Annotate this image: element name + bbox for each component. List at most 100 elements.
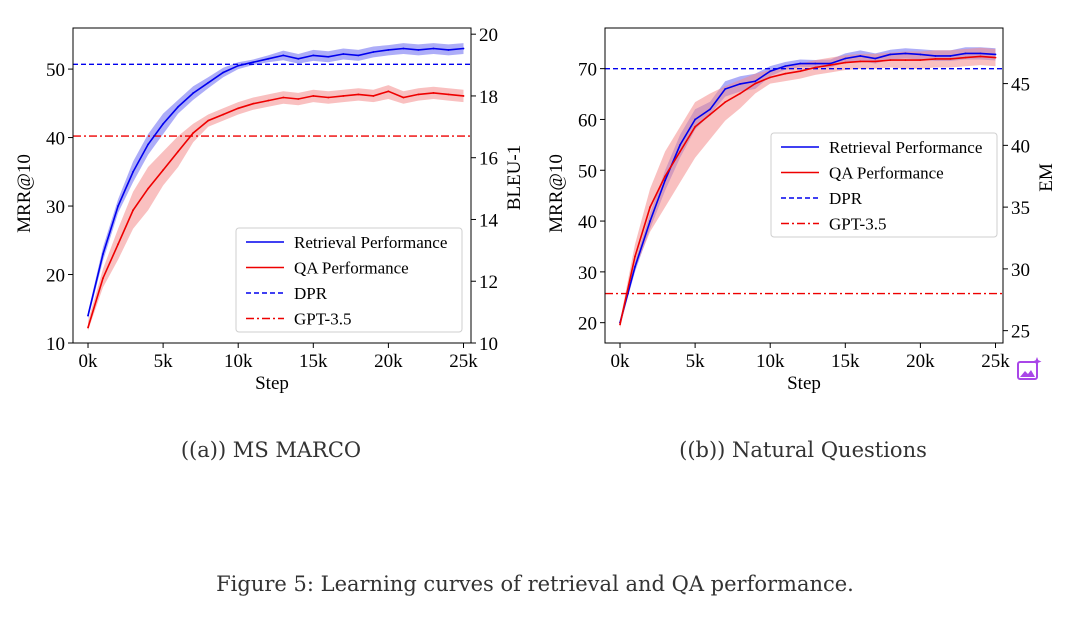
y-right-tick-label: 25 xyxy=(1011,322,1030,343)
data-point xyxy=(634,265,636,268)
x-tick-label: 25k xyxy=(449,351,478,372)
data-point xyxy=(859,55,862,57)
data-point xyxy=(694,125,697,128)
series-line-1 xyxy=(87,90,464,328)
data-point xyxy=(784,65,787,68)
data-point xyxy=(619,323,621,326)
data-point xyxy=(784,72,787,75)
y-right-tick-label: 40 xyxy=(1011,136,1030,157)
data-point xyxy=(829,64,832,66)
legend-label-2: DPR xyxy=(829,189,863,208)
x-tick-label: 0k xyxy=(611,351,631,372)
data-point xyxy=(904,59,907,62)
data-point xyxy=(679,143,681,146)
chart-natural-questions: 0k 5k 10k 15k 20k 25k 20 30 40 50 60 70 25 30 35 40 45 St… xyxy=(546,27,1057,394)
data-point xyxy=(979,55,982,58)
data-point xyxy=(694,118,697,121)
data-point xyxy=(709,113,712,116)
x-tick-label: 10k xyxy=(224,351,253,372)
data-point xyxy=(724,88,727,90)
data-point xyxy=(664,179,666,182)
data-point xyxy=(964,56,967,59)
x-axis-label: Step xyxy=(787,373,821,394)
data-point xyxy=(372,51,375,53)
data-point xyxy=(649,206,651,209)
data-point xyxy=(649,220,651,222)
data-point xyxy=(799,70,802,73)
data-point xyxy=(162,122,165,125)
data-point xyxy=(192,92,195,94)
image-sparkle-icon[interactable] xyxy=(1014,355,1044,385)
data-point xyxy=(237,107,240,110)
data-point xyxy=(372,95,375,97)
data-point xyxy=(222,71,225,74)
data-point xyxy=(417,93,420,96)
legend-label-1: QA Performance xyxy=(294,259,409,278)
plot-frame xyxy=(72,27,472,344)
y-left-tick-label: 40 xyxy=(46,129,65,150)
data-point xyxy=(829,62,832,65)
legend-label-1: QA Performance xyxy=(829,164,944,183)
y-left-tick-label: 20 xyxy=(578,314,597,335)
y-right-tick-label: 30 xyxy=(1011,260,1030,281)
chart-ms-marco: 0k 5k 10k 15k 20k 25k1020304050101214161820St… xyxy=(14,25,525,394)
data-point xyxy=(327,96,330,99)
series-line-0 xyxy=(619,52,996,323)
data-point xyxy=(207,81,210,84)
data-point xyxy=(177,105,180,108)
x-tick-label: 0k xyxy=(79,351,99,372)
legend-label-3: GPT-3.5 xyxy=(829,215,886,234)
data-point xyxy=(312,54,315,57)
data-point xyxy=(964,52,967,55)
data-point xyxy=(147,143,149,146)
y-right-axis-label: EM xyxy=(1036,163,1057,192)
y-left-axis-label: MRR@10 xyxy=(14,154,35,233)
data-point xyxy=(87,314,89,317)
data-point xyxy=(117,205,119,207)
data-point xyxy=(87,326,89,329)
x-tick-label: 5k xyxy=(154,351,174,372)
data-point xyxy=(432,91,435,94)
data-point xyxy=(979,52,982,55)
data-point xyxy=(342,53,345,55)
data-point xyxy=(357,54,360,57)
data-point xyxy=(312,95,315,97)
data-point xyxy=(739,82,742,85)
data-point xyxy=(207,119,210,122)
legend-label-0: Retrieval Performance xyxy=(294,233,447,252)
data-point xyxy=(949,57,952,60)
data-point xyxy=(889,53,892,56)
data-point xyxy=(844,61,847,64)
x-tick-label: 10k xyxy=(756,351,785,372)
data-point xyxy=(252,61,255,64)
x-tick-label: 20k xyxy=(906,351,935,372)
figure-caption: Figure 5: Learning curves of retrieval a… xyxy=(216,572,854,596)
y-right-tick-label: 20 xyxy=(479,25,498,46)
series-line-0 xyxy=(87,47,464,316)
subcaption-b: ((b)) Natural Questions xyxy=(679,438,927,462)
series-band-1 xyxy=(620,47,996,329)
data-point xyxy=(252,102,255,105)
y-left-axis-label: MRR@10 xyxy=(546,154,567,233)
data-point xyxy=(192,132,195,134)
data-point xyxy=(814,62,817,65)
data-point xyxy=(709,108,712,111)
y-left-tick-label: 30 xyxy=(46,197,65,218)
data-point xyxy=(117,243,119,246)
data-point xyxy=(934,55,937,57)
data-point xyxy=(934,57,937,60)
legend-label-0: Retrieval Performance xyxy=(829,138,982,157)
data-point xyxy=(297,98,300,100)
data-point xyxy=(297,57,300,60)
data-point xyxy=(889,59,892,62)
y-left-tick-label: 70 xyxy=(578,60,597,81)
data-point xyxy=(462,95,465,97)
data-point xyxy=(904,52,907,55)
data-point xyxy=(402,96,405,99)
data-point xyxy=(357,93,360,96)
data-point xyxy=(769,70,772,73)
data-point xyxy=(237,64,240,67)
data-point xyxy=(177,150,180,153)
data-point xyxy=(994,53,997,56)
